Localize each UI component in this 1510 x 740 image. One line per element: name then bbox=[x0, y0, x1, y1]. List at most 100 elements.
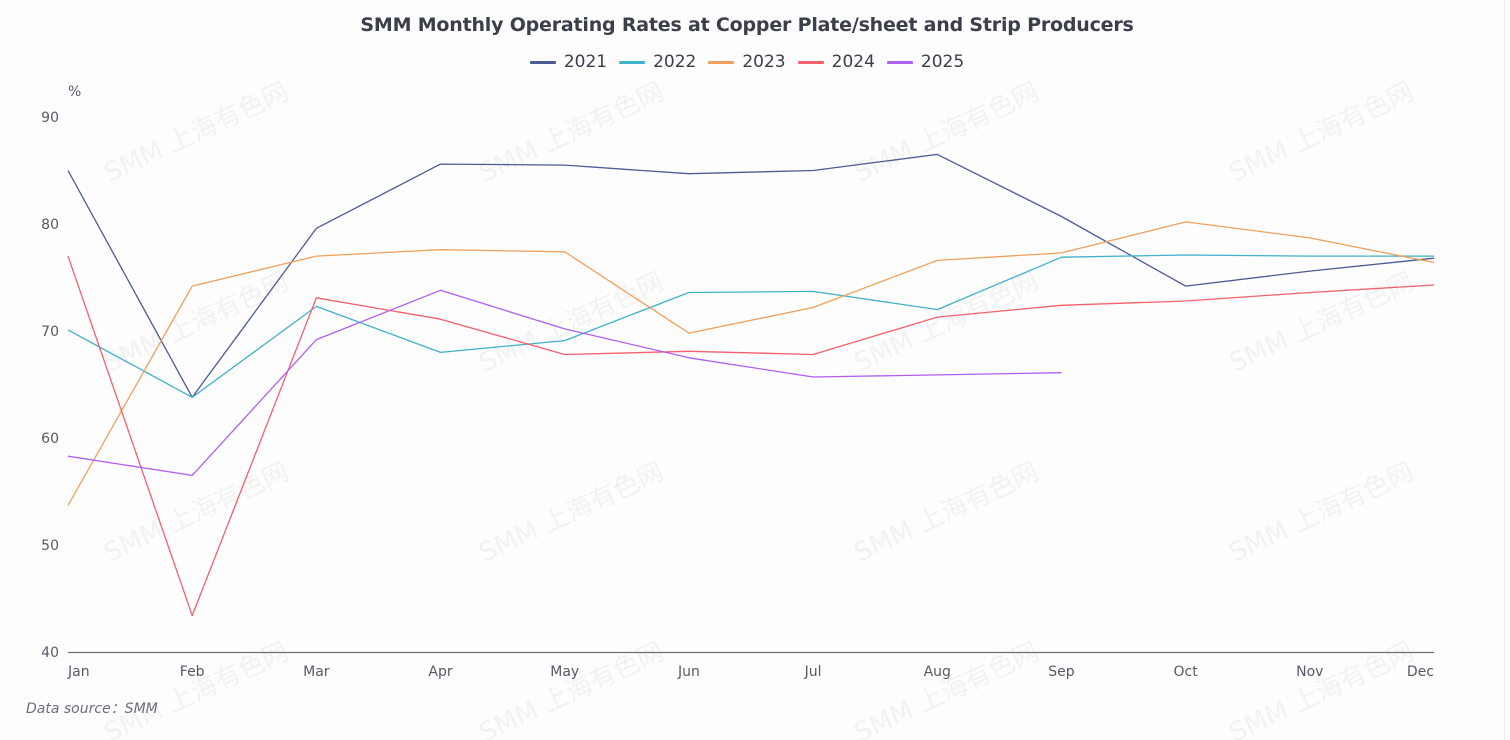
legend-item-2025[interactable]: 2025 bbox=[886, 52, 964, 72]
data-point-2023-Jun[interactable] bbox=[686, 331, 691, 336]
legend-item-2023[interactable]: 2023 bbox=[708, 52, 786, 72]
watermark-text: SMM 上海有色网 bbox=[100, 457, 294, 569]
legend-swatch-2023 bbox=[708, 60, 735, 64]
x-tick-label: Apr bbox=[428, 664, 452, 680]
watermark-text: SMM 上海有色网 bbox=[475, 77, 669, 189]
data-point-2023-May[interactable] bbox=[562, 249, 567, 254]
y-tick-label: 80 bbox=[41, 217, 59, 233]
legend-label-2021: 2021 bbox=[563, 52, 608, 72]
data-point-2025-Apr[interactable] bbox=[438, 288, 443, 293]
watermark-text: SMM 上海有色网 bbox=[1225, 77, 1419, 189]
chart-title: SMM Monthly Operating Rates at Copper Pl… bbox=[360, 14, 1134, 36]
series-line-2022[interactable] bbox=[67, 254, 1434, 398]
legend-swatch-2022 bbox=[619, 60, 646, 64]
x-tick-label: Jul bbox=[804, 664, 822, 680]
watermark-text: SMM 上海有色网 bbox=[475, 457, 669, 569]
data-point-2024-Apr[interactable] bbox=[438, 317, 443, 322]
data-point-2024-Jun[interactable] bbox=[686, 349, 691, 354]
data-point-2024-Mar[interactable] bbox=[314, 295, 319, 300]
y-axis: % 40 50 60 70 80 90 bbox=[41, 84, 81, 661]
legend-label-2022: 2022 bbox=[653, 52, 697, 72]
data-point-2023-Jul[interactable] bbox=[811, 305, 816, 310]
data-point-2023-Aug[interactable] bbox=[935, 258, 940, 263]
data-point-2023-Apr[interactable] bbox=[438, 247, 443, 252]
series-line-2025[interactable] bbox=[67, 289, 1062, 477]
data-point-2025-May[interactable] bbox=[562, 326, 567, 331]
data-point-2023-Dec[interactable] bbox=[1432, 260, 1437, 265]
x-tick-label: Feb bbox=[180, 664, 205, 680]
data-point-2025-Sep[interactable] bbox=[1059, 370, 1064, 375]
data-source-note: Data source：SMM bbox=[26, 701, 158, 717]
data-point-2024-Oct[interactable] bbox=[1183, 299, 1188, 304]
watermark-text: SMM 上海有色网 bbox=[850, 457, 1044, 569]
data-point-2024-Jul[interactable] bbox=[811, 352, 816, 357]
series-lines bbox=[66, 152, 1437, 618]
data-point-2024-Sep[interactable] bbox=[1059, 303, 1064, 308]
x-tick-label: Sep bbox=[1048, 664, 1075, 680]
x-tick-label: Mar bbox=[303, 664, 330, 680]
data-point-2021-Oct[interactable] bbox=[1183, 284, 1188, 289]
data-point-2021-Sep[interactable] bbox=[1059, 214, 1064, 219]
data-point-2021-Mar[interactable] bbox=[314, 226, 319, 231]
data-point-2022-Sep[interactable] bbox=[1059, 255, 1064, 260]
data-point-2025-Feb[interactable] bbox=[190, 473, 195, 478]
y-tick-label: 90 bbox=[41, 110, 59, 126]
data-point-2024-Nov[interactable] bbox=[1307, 290, 1312, 295]
data-point-2025-Jan[interactable] bbox=[66, 454, 71, 459]
series-line-2024[interactable] bbox=[67, 255, 1435, 617]
data-point-2022-Mar[interactable] bbox=[314, 304, 319, 309]
data-point-2021-May[interactable] bbox=[562, 163, 567, 168]
data-point-2022-Oct[interactable] bbox=[1183, 253, 1188, 258]
data-point-2024-Feb[interactable] bbox=[190, 613, 195, 618]
data-point-2024-Jan[interactable] bbox=[66, 254, 71, 259]
data-point-2021-Aug[interactable] bbox=[935, 152, 940, 157]
legend-swatch-2021 bbox=[529, 60, 556, 64]
legend-item-2021[interactable]: 2021 bbox=[529, 52, 608, 72]
x-tick-label: May bbox=[550, 664, 579, 680]
data-point-2023-Nov[interactable] bbox=[1307, 235, 1312, 240]
y-tick-label: 50 bbox=[41, 538, 59, 554]
data-point-2022-Jan[interactable] bbox=[66, 327, 71, 332]
data-point-2023-Oct[interactable] bbox=[1183, 219, 1188, 224]
data-point-2022-Dec[interactable] bbox=[1432, 254, 1437, 259]
legend-item-2022[interactable]: 2022 bbox=[619, 52, 696, 72]
data-point-2024-Dec[interactable] bbox=[1432, 283, 1437, 288]
data-point-2023-Sep[interactable] bbox=[1059, 250, 1064, 255]
data-point-2021-Jan[interactable] bbox=[66, 168, 71, 173]
watermark-text: SMM 上海有色网 bbox=[1225, 267, 1419, 379]
data-point-2022-Nov[interactable] bbox=[1307, 254, 1312, 259]
data-point-2022-May[interactable] bbox=[562, 338, 567, 343]
data-point-2025-Aug[interactable] bbox=[935, 372, 940, 377]
watermark-text: SMM 上海有色网 bbox=[850, 267, 1044, 379]
watermark-text: SMM 上海有色网 bbox=[100, 77, 294, 189]
data-point-2025-Mar[interactable] bbox=[314, 337, 319, 342]
data-point-2023-Mar[interactable] bbox=[314, 254, 319, 259]
data-point-2024-May[interactable] bbox=[562, 352, 567, 357]
data-point-2024-Aug[interactable] bbox=[935, 315, 940, 320]
data-point-2022-Jun[interactable] bbox=[686, 290, 691, 295]
series-line-2023[interactable] bbox=[67, 221, 1435, 506]
data-point-2021-Jun[interactable] bbox=[686, 171, 691, 176]
data-point-2021-Jul[interactable] bbox=[811, 168, 816, 173]
y-tick-label: 60 bbox=[41, 431, 59, 447]
data-point-2025-Jun[interactable] bbox=[686, 355, 691, 360]
data-point-2023-Feb[interactable] bbox=[190, 284, 195, 289]
x-axis: Jan Feb Mar Apr May Jun Jul Aug Sep Oct Nov Dec bbox=[67, 651, 1434, 680]
watermark-text: SMM 上海有色网 bbox=[1225, 457, 1419, 569]
data-point-2021-Nov[interactable] bbox=[1307, 269, 1312, 274]
watermark-layer: SMM 上海有色网 SMM 上海有色网 SMM 上海有色网 SMM 上海有色网 SMM … bbox=[100, 77, 1419, 740]
data-point-2022-Aug[interactable] bbox=[935, 307, 940, 312]
data-point-2022-Apr[interactable] bbox=[438, 350, 443, 355]
legend-item-2024[interactable]: 2024 bbox=[797, 52, 875, 72]
data-point-2021-Apr[interactable] bbox=[438, 162, 443, 167]
x-tick-label: Dec bbox=[1407, 664, 1434, 680]
legend-label-2024: 2024 bbox=[831, 52, 875, 72]
data-point-2023-Jan[interactable] bbox=[66, 503, 71, 508]
data-point-2025-Jul[interactable] bbox=[811, 375, 816, 380]
legend-label-2023: 2023 bbox=[742, 52, 786, 72]
data-point-2022-Jul[interactable] bbox=[811, 289, 816, 294]
watermark-text: SMM 上海有色网 bbox=[475, 267, 669, 379]
data-point-2022-Feb[interactable] bbox=[190, 395, 195, 400]
series-line-2021[interactable] bbox=[67, 153, 1435, 398]
